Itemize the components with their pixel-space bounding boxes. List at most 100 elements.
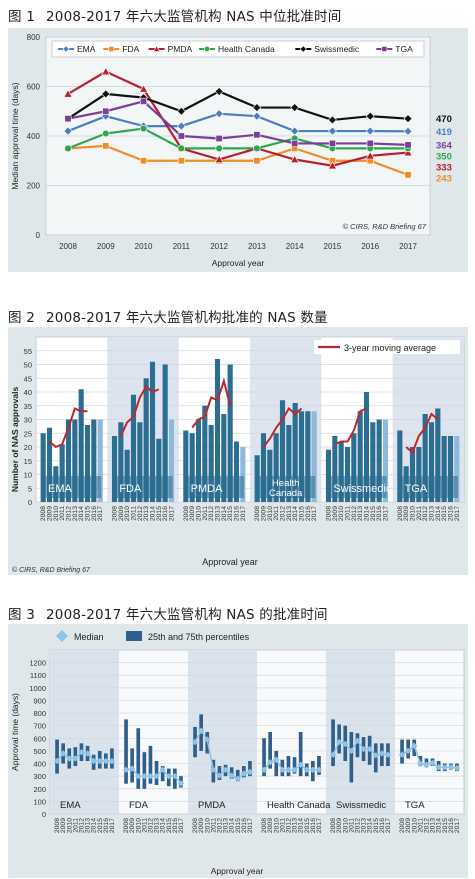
moving-average-line (262, 406, 303, 448)
figure-2-caption: 图 2 2008-2017 年六大监管机构批准的 NAS 数量 (8, 306, 328, 326)
x-tick-label: 2014 (436, 818, 443, 833)
x-tick-label: 2008 (261, 818, 268, 833)
x-tick-label: 2013 (215, 506, 222, 521)
y-tick-label: 300 (33, 772, 46, 781)
legend-label: Swissmedic (314, 44, 360, 54)
y-tick-label: 55 (24, 347, 32, 356)
median-point (228, 772, 235, 779)
data-point (299, 45, 307, 53)
data-point (366, 139, 374, 147)
bar (97, 419, 103, 502)
y-tick-label: 800 (33, 709, 46, 718)
x-tick-label: 2009 (336, 818, 343, 833)
x-tick-label: 2013 (357, 506, 364, 521)
legend-label: EMA (77, 44, 96, 54)
data-point (252, 103, 262, 112)
percentile-bar (124, 719, 128, 784)
percentile-bar (298, 732, 303, 777)
x-tick-label: 2017 (240, 506, 247, 521)
series-line (67, 112, 409, 133)
x-axis-title: Approval year (202, 557, 258, 567)
data-point (63, 126, 73, 136)
x-tick-label: 2011 (348, 818, 355, 833)
x-tick-label: 2009 (332, 506, 339, 521)
median-point (53, 757, 61, 765)
x-tick-label: 2017 (169, 506, 176, 521)
x-tick-label: 2014 (367, 818, 374, 833)
bar (189, 433, 195, 502)
x-tick-label: 2009 (60, 818, 67, 833)
x-tick-label: 2015 (85, 506, 92, 521)
median-point (102, 757, 110, 765)
x-tick-label: 2015 (227, 506, 234, 521)
data-point (215, 134, 223, 142)
bar (363, 392, 370, 502)
series-line (67, 90, 409, 122)
percentile-bar (268, 732, 272, 769)
x-tick-label: 2010 (267, 506, 274, 521)
x-tick-label: 2008 (59, 242, 77, 251)
data-point (291, 139, 299, 147)
x-tick-label: 2012 (210, 242, 228, 251)
bar (351, 433, 357, 502)
x-tick-label: 2010 (411, 818, 418, 833)
data-point (203, 45, 211, 53)
x-tick-label: 2010 (338, 506, 345, 521)
legend-box (314, 340, 460, 354)
x-tick-label: 2017 (383, 506, 390, 521)
bar (91, 419, 97, 502)
x-tick-label: 2017 (97, 506, 104, 521)
y-tick-label: 40 (24, 388, 32, 397)
median-point (204, 736, 211, 743)
bar (65, 419, 72, 502)
group-name: Canada (269, 488, 303, 499)
x-tick-label: 2009 (129, 818, 136, 833)
median-point (147, 772, 154, 780)
bar (143, 378, 149, 502)
x-tick-label: 2015 (324, 242, 342, 251)
data-point (381, 46, 388, 52)
x-tick-label: 2017 (178, 818, 185, 833)
x-tick-label: 2014 (160, 818, 167, 833)
series-line (67, 100, 409, 147)
y-tick-label: 700 (33, 722, 46, 731)
x-tick-label: 2017 (385, 818, 392, 833)
median-approval-time-line-chart: 0 200 400 600 800 2008 2009 2010 2011 2012 2013 201… (8, 28, 468, 272)
legend-label: FDA (122, 44, 139, 54)
y-tick-label: 1100 (30, 671, 46, 680)
y-tick-label: 500 (33, 747, 46, 756)
group-name-panel (398, 476, 458, 498)
median-point (72, 755, 79, 762)
x-tick-label: 2016 (241, 818, 248, 833)
data-point (328, 139, 336, 147)
bar (397, 430, 403, 502)
series-swissmedic (63, 87, 413, 125)
data-point (365, 126, 375, 136)
bar (195, 419, 202, 502)
data-point (404, 171, 412, 179)
data-point (365, 151, 375, 160)
x-tick-label: 2008 (123, 818, 130, 833)
y-axis-title: Median approval time (days) (10, 82, 20, 189)
x-tick-label: 2013 (223, 818, 230, 833)
range-group-fda: FDA 2008 2009 2010 2011 2012 2013 2014 2015 2016 2… (122, 719, 185, 833)
y-tick-label: 35 (24, 402, 32, 411)
figure-1: 图 1 2008-2017 年六大监管机构 NAS 中位批准时间 0 200 400 6… (0, 0, 475, 275)
x-tick-label: 2012 (423, 818, 430, 833)
percentile-bar (248, 761, 252, 777)
figure-2: 图 2 2008-2017 年六大监管机构批准的 NAS 数量 0 5 10 15 20 2… (0, 300, 475, 575)
bar (227, 364, 233, 502)
y-tick-label: 0 (28, 498, 32, 507)
x-axis-title: Approval year (211, 866, 264, 876)
moving-average-line (191, 377, 232, 429)
bar (344, 447, 351, 502)
x-tick-label: 2012 (285, 818, 292, 833)
bar (260, 433, 267, 502)
x-tick-label: 2009 (47, 506, 54, 521)
data-point (403, 114, 413, 124)
bar (118, 422, 124, 502)
bar (208, 425, 214, 502)
